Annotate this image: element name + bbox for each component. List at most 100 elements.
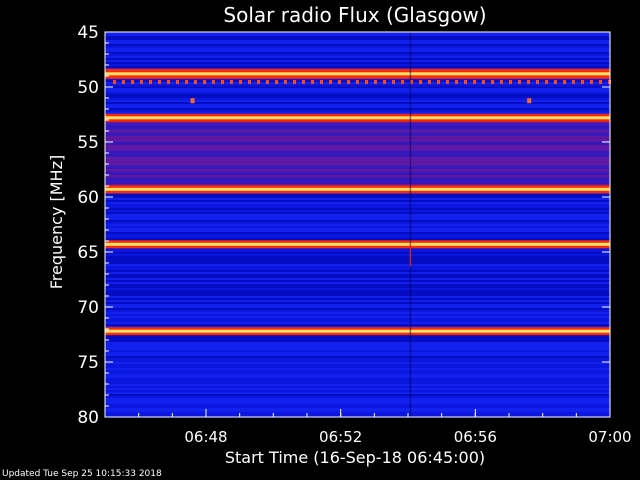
noise-row xyxy=(105,344,610,346)
noise-row xyxy=(105,316,610,318)
noise-row xyxy=(105,92,610,94)
banded-region-row xyxy=(105,144,610,148)
dot-mark xyxy=(194,80,197,84)
noise-row xyxy=(105,318,610,320)
dot-mark xyxy=(509,80,512,84)
noise-row xyxy=(105,336,610,338)
dot-mark xyxy=(149,80,152,84)
noise-row xyxy=(105,248,610,250)
noise-row xyxy=(105,112,610,114)
noise-row xyxy=(105,350,610,352)
noise-row xyxy=(105,88,610,90)
noise-row xyxy=(105,294,610,296)
noise-row xyxy=(105,232,610,234)
y-tick-label: 50 xyxy=(77,78,99,98)
noise-row xyxy=(105,378,610,380)
noise-row xyxy=(105,280,610,282)
noise-row xyxy=(105,370,610,372)
noise-row xyxy=(105,272,610,274)
band-core-52.8 xyxy=(105,116,610,120)
noise-row xyxy=(105,90,610,92)
noise-row xyxy=(105,252,610,254)
y-tick-label: 80 xyxy=(77,408,99,428)
noise-row xyxy=(105,256,610,258)
noise-row xyxy=(105,218,610,220)
noise-row xyxy=(105,392,610,394)
noise-row xyxy=(105,312,610,314)
noise-row xyxy=(105,84,610,86)
noise-row xyxy=(105,206,610,208)
noise-row xyxy=(105,320,610,322)
dot-mark xyxy=(131,80,134,84)
dot-mark xyxy=(518,80,521,84)
noise-row xyxy=(105,406,610,408)
x-tick-label: 06:52 xyxy=(319,428,362,446)
noise-row xyxy=(105,210,610,212)
dot-mark xyxy=(113,80,116,84)
noise-row xyxy=(105,384,610,386)
banded-region-row xyxy=(105,126,610,130)
banded-region-row xyxy=(105,180,610,184)
noise-row xyxy=(105,104,610,106)
noise-row xyxy=(105,36,610,38)
dot-mark xyxy=(320,80,323,84)
noise-row xyxy=(105,194,610,196)
vertical-streak-red xyxy=(409,244,412,267)
noise-row xyxy=(105,96,610,98)
dot-mark xyxy=(374,80,377,84)
dot-mark xyxy=(311,80,314,84)
dot-mark xyxy=(347,80,350,84)
noise-row xyxy=(105,254,610,256)
vertical-streak xyxy=(409,32,412,417)
plot-area xyxy=(104,31,611,418)
noise-row xyxy=(105,98,610,100)
noise-row xyxy=(105,284,610,286)
banded-region-row xyxy=(105,162,610,166)
dot-mark xyxy=(356,80,359,84)
noise-row xyxy=(105,110,610,112)
dot-mark xyxy=(446,80,449,84)
dot-mark xyxy=(302,80,305,84)
noise-row xyxy=(105,230,610,232)
noise-row xyxy=(105,216,610,218)
noise-row xyxy=(105,212,610,214)
banded-region-row xyxy=(105,153,610,157)
dot-mark xyxy=(419,80,422,84)
marker-point xyxy=(190,98,195,104)
noise-row xyxy=(105,376,610,378)
dot-mark xyxy=(203,80,206,84)
noise-row xyxy=(105,32,610,34)
noise-row xyxy=(105,352,610,354)
noise-row xyxy=(105,228,610,230)
noise-row xyxy=(105,66,610,68)
dot-mark xyxy=(491,80,494,84)
dot-mark xyxy=(275,80,278,84)
noise-row xyxy=(105,394,610,396)
plot-frame xyxy=(104,31,611,418)
noise-row xyxy=(105,94,610,96)
noise-row xyxy=(105,380,610,382)
dot-mark xyxy=(590,80,593,84)
dot-mark xyxy=(545,80,548,84)
banded-region-row xyxy=(105,147,610,151)
dot-mark xyxy=(221,80,224,84)
band-core-72.2 xyxy=(105,329,610,333)
y-tick-label: 70 xyxy=(77,298,99,318)
band-core-59.3 xyxy=(105,187,610,191)
dot-mark xyxy=(329,80,332,84)
update-timestamp: Updated Tue Sep 25 10:15:33 2018 xyxy=(2,469,162,479)
noise-row xyxy=(105,234,610,236)
noise-row xyxy=(105,52,610,54)
noise-row xyxy=(105,400,610,402)
noise-row xyxy=(105,278,610,280)
noise-row xyxy=(105,60,610,62)
noise-row xyxy=(105,300,610,302)
noise-row xyxy=(105,314,610,316)
dot-mark xyxy=(392,80,395,84)
y-tick-label: 45 xyxy=(77,23,99,43)
x-tick-label: 07:00 xyxy=(588,428,631,446)
dot-mark xyxy=(122,80,125,84)
y-axis-label: Frequency [MHz] xyxy=(47,155,66,289)
dot-mark xyxy=(167,80,170,84)
